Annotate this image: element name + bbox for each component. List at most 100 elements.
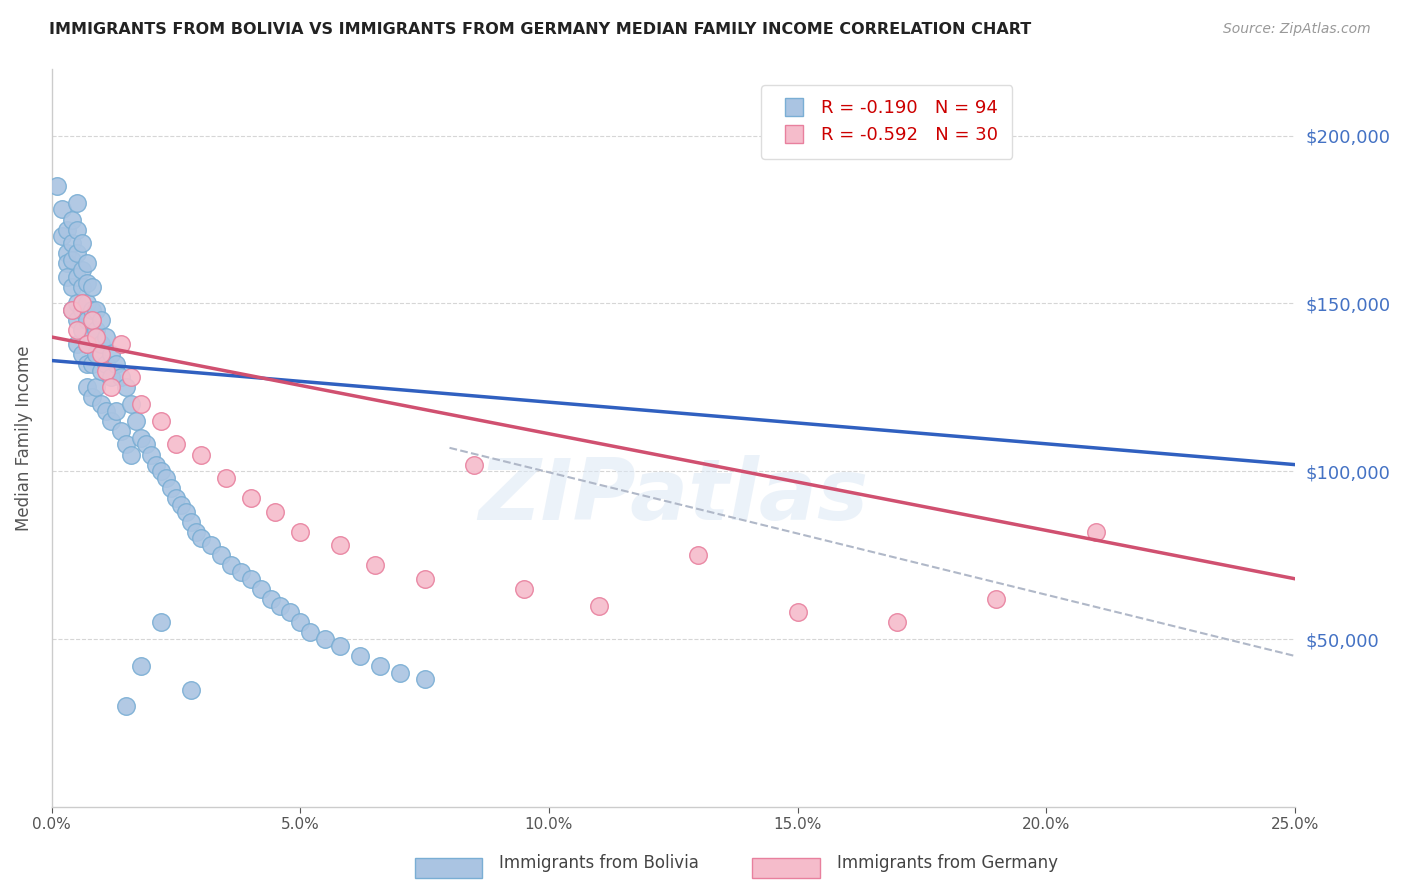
Point xyxy=(368,659,391,673)
Point xyxy=(463,458,485,472)
Point xyxy=(1084,524,1107,539)
Point xyxy=(100,347,122,361)
Point xyxy=(86,380,108,394)
Text: IMMIGRANTS FROM BOLIVIA VS IMMIGRANTS FROM GERMANY MEDIAN FAMILY INCOME CORRELAT: IMMIGRANTS FROM BOLIVIA VS IMMIGRANTS FR… xyxy=(49,22,1032,37)
Point xyxy=(110,336,132,351)
Point xyxy=(125,414,148,428)
Point xyxy=(115,437,138,451)
Point xyxy=(160,481,183,495)
Point xyxy=(76,336,98,351)
Point xyxy=(90,363,112,377)
Point xyxy=(60,235,83,250)
Y-axis label: Median Family Income: Median Family Income xyxy=(15,345,32,531)
Point xyxy=(100,414,122,428)
Point xyxy=(86,330,108,344)
Point xyxy=(80,391,103,405)
Point xyxy=(155,471,177,485)
Point xyxy=(229,565,252,579)
Point xyxy=(60,212,83,227)
Point xyxy=(120,397,142,411)
Point xyxy=(76,336,98,351)
Point xyxy=(388,665,411,680)
Point xyxy=(290,615,312,630)
Point xyxy=(65,296,87,310)
Point xyxy=(120,370,142,384)
Point xyxy=(174,505,197,519)
Point xyxy=(190,448,212,462)
Point xyxy=(165,491,187,505)
Point xyxy=(249,582,271,596)
Point xyxy=(184,524,207,539)
Point xyxy=(299,625,322,640)
Point xyxy=(170,498,193,512)
Point xyxy=(165,437,187,451)
Point xyxy=(986,591,1008,606)
Point xyxy=(76,277,98,291)
Point xyxy=(65,323,87,337)
Point xyxy=(190,532,212,546)
Point xyxy=(65,313,87,327)
Point xyxy=(60,303,83,318)
Point xyxy=(329,538,352,552)
Point xyxy=(55,246,77,260)
Point xyxy=(239,572,262,586)
Point xyxy=(70,296,93,310)
Point xyxy=(51,229,73,244)
Point xyxy=(65,336,87,351)
Point xyxy=(219,558,242,573)
Point xyxy=(65,269,87,284)
Point xyxy=(786,605,808,619)
Point xyxy=(90,347,112,361)
Point xyxy=(688,548,710,562)
Point xyxy=(70,279,93,293)
Point xyxy=(145,458,167,472)
Point xyxy=(80,330,103,344)
Point xyxy=(129,397,152,411)
Legend: R = -0.190   N = 94, R = -0.592   N = 30: R = -0.190 N = 94, R = -0.592 N = 30 xyxy=(761,85,1012,159)
Point xyxy=(105,357,128,371)
Point xyxy=(96,330,118,344)
Point xyxy=(96,363,118,377)
Point xyxy=(129,431,152,445)
Point xyxy=(55,269,77,284)
Point xyxy=(588,599,610,613)
Point xyxy=(96,404,118,418)
Point xyxy=(76,357,98,371)
Point xyxy=(264,505,287,519)
Point xyxy=(150,414,173,428)
Point xyxy=(115,380,138,394)
Point xyxy=(55,222,77,236)
Point xyxy=(180,515,202,529)
Point xyxy=(100,370,122,384)
Point xyxy=(100,380,122,394)
Point xyxy=(886,615,908,630)
Point xyxy=(110,370,132,384)
Point xyxy=(90,313,112,327)
Point xyxy=(150,464,173,478)
Point xyxy=(200,538,222,552)
Point xyxy=(80,279,103,293)
Point xyxy=(45,179,67,194)
Point xyxy=(55,256,77,270)
Text: Source: ZipAtlas.com: Source: ZipAtlas.com xyxy=(1223,22,1371,37)
Point xyxy=(60,279,83,293)
Point xyxy=(120,448,142,462)
Point xyxy=(110,424,132,438)
Text: ZIPatlas: ZIPatlas xyxy=(478,455,869,539)
Point xyxy=(209,548,232,562)
Point xyxy=(280,605,302,619)
Point xyxy=(129,659,152,673)
Point xyxy=(141,448,163,462)
Point xyxy=(290,524,312,539)
Point xyxy=(90,397,112,411)
Point xyxy=(65,222,87,236)
Point xyxy=(80,357,103,371)
Point xyxy=(239,491,262,505)
Point xyxy=(76,313,98,327)
Text: Immigrants from Germany: Immigrants from Germany xyxy=(837,855,1057,872)
Point xyxy=(96,357,118,371)
Point xyxy=(80,313,103,327)
Point xyxy=(80,303,103,318)
Point xyxy=(314,632,336,647)
Point xyxy=(70,263,93,277)
